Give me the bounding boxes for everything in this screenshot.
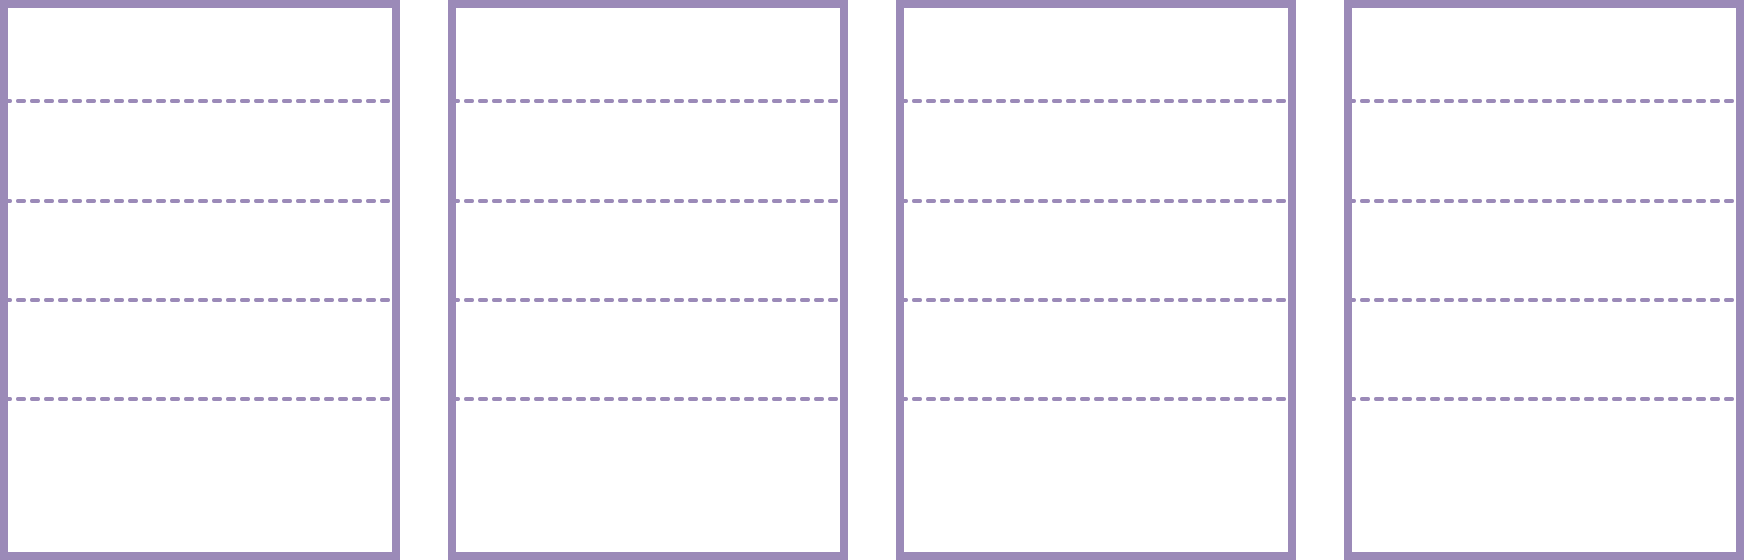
panel-1 xyxy=(0,0,400,560)
panel-4 xyxy=(1344,0,1744,560)
panel-2 xyxy=(448,0,848,560)
panel-border xyxy=(1344,0,1744,560)
panel-border xyxy=(0,0,400,560)
panel-3 xyxy=(896,0,1296,560)
panel-border xyxy=(896,0,1296,560)
panel-border xyxy=(448,0,848,560)
